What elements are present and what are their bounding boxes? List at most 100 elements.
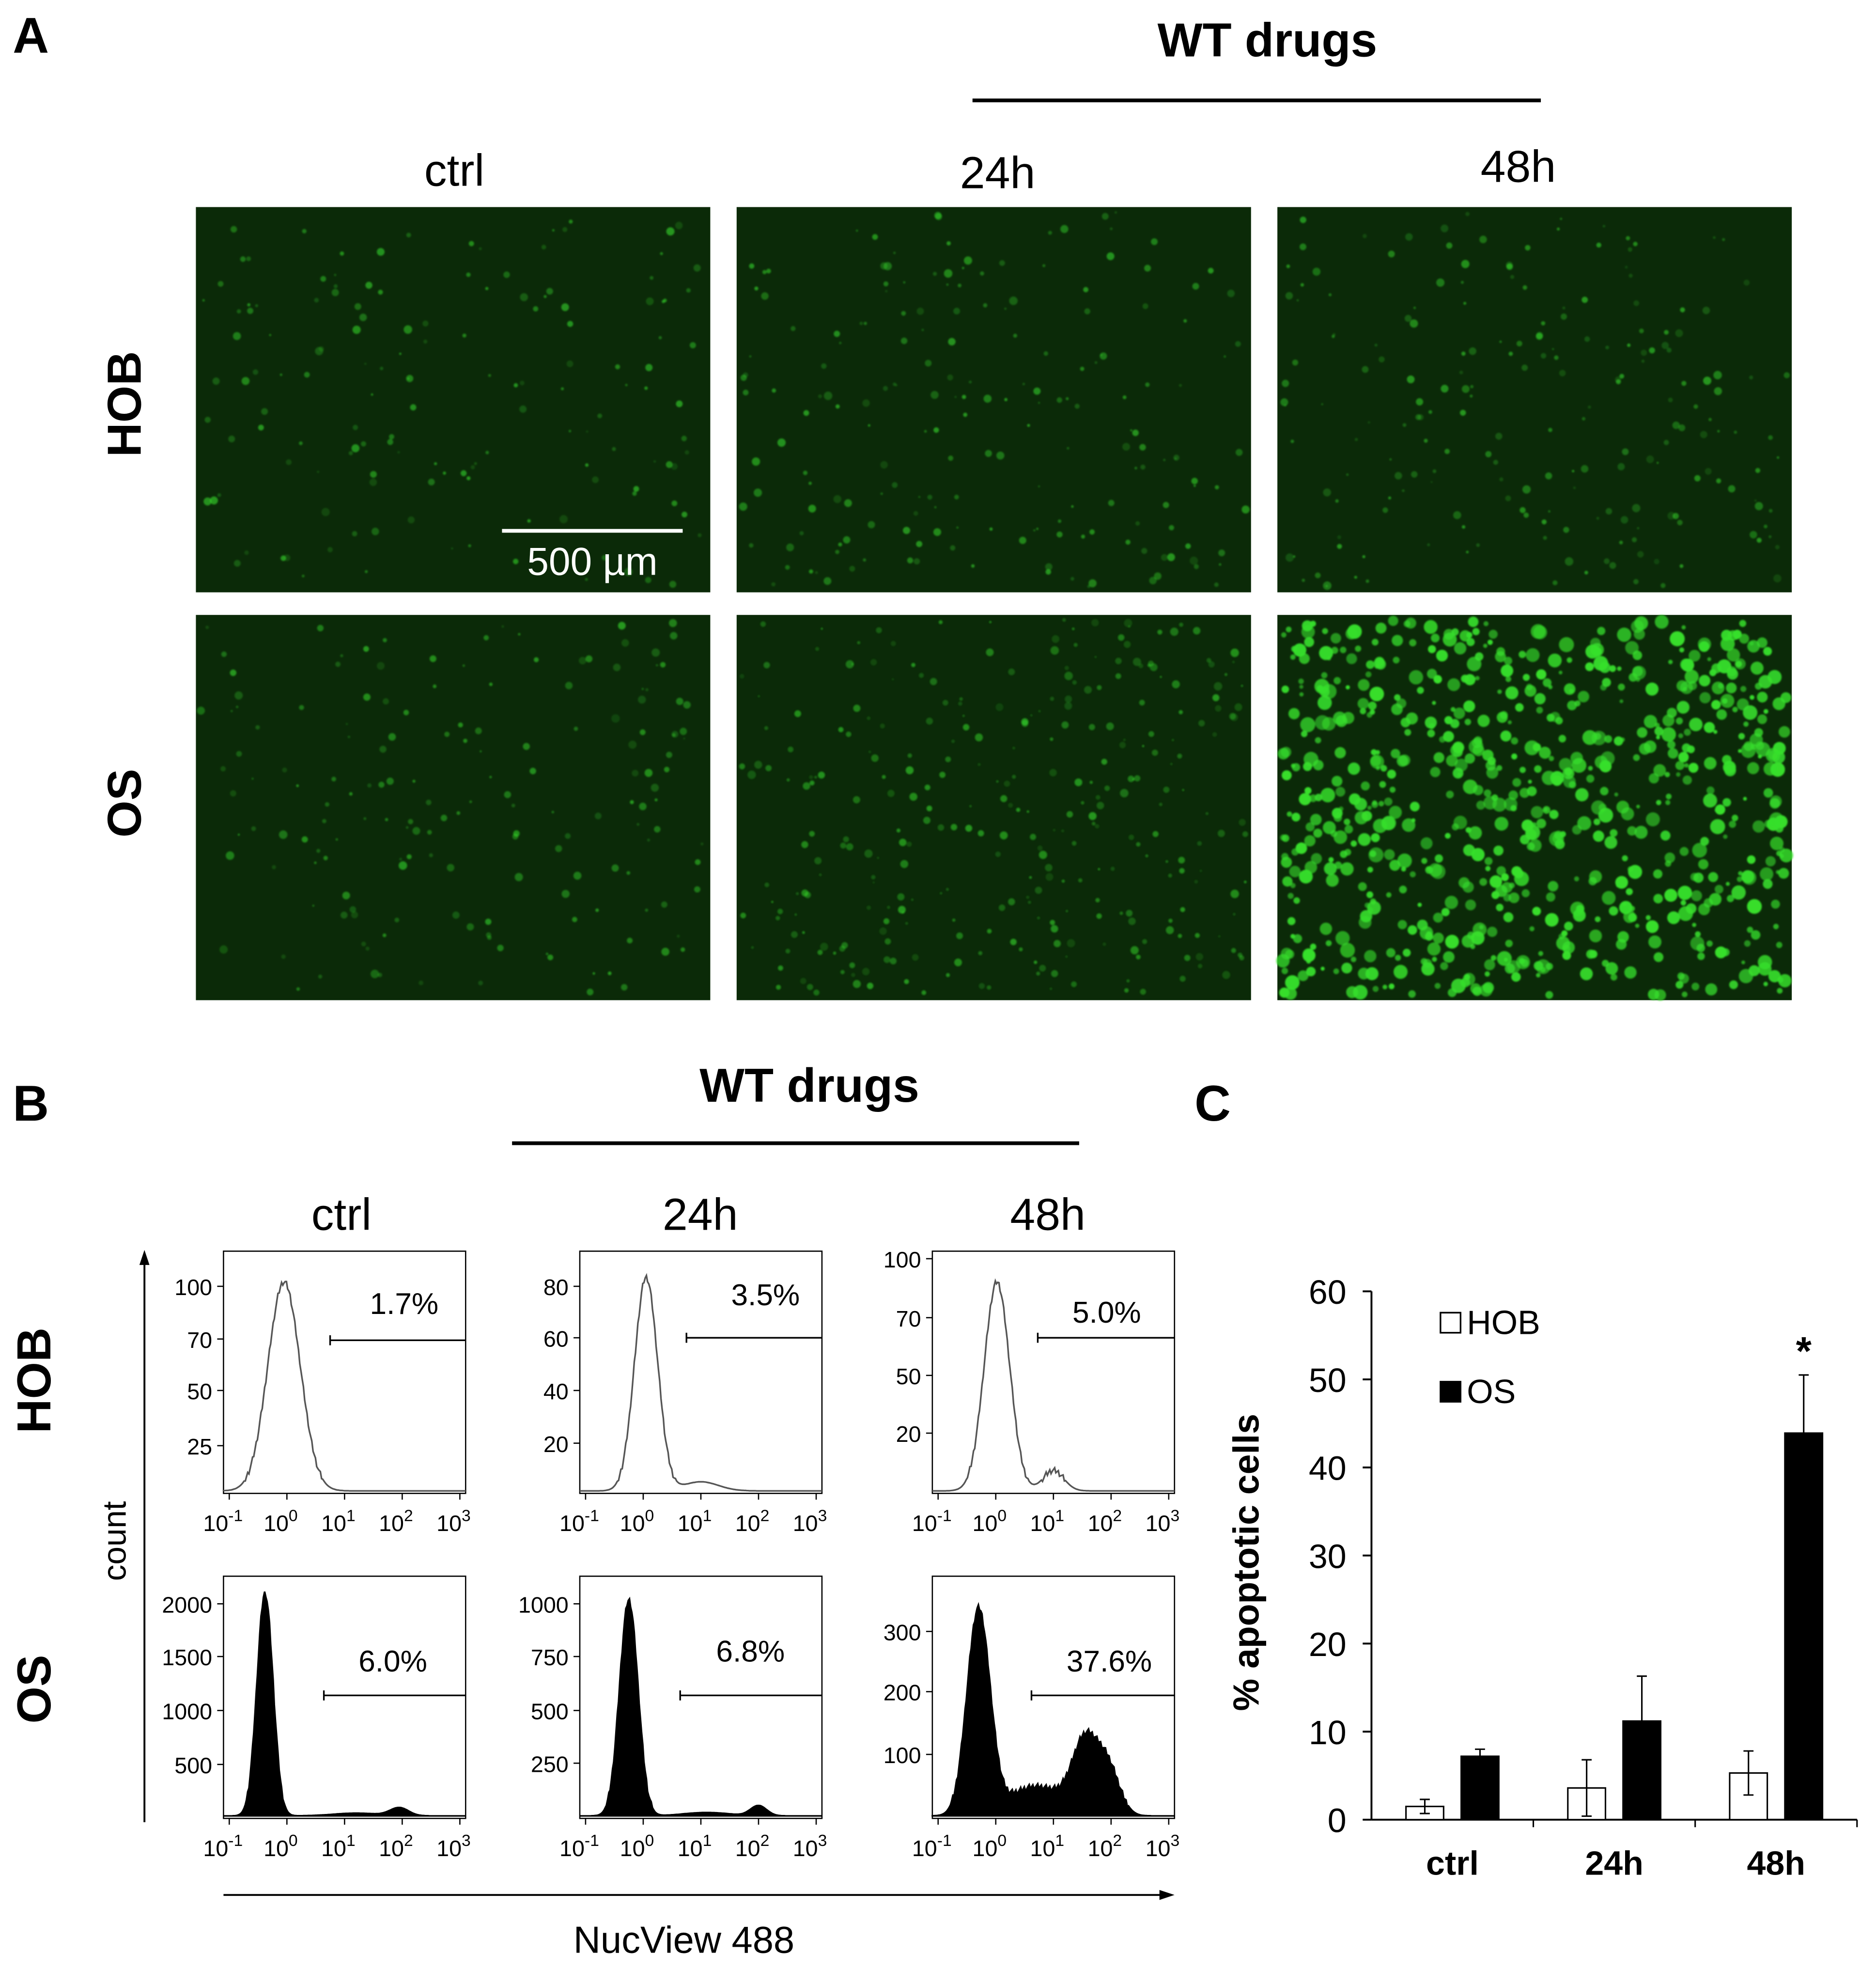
cell-dot — [1354, 811, 1368, 825]
cell-dot — [1754, 499, 1757, 502]
cell-dot — [963, 412, 968, 417]
cell-dot — [1747, 855, 1756, 864]
cell-dot — [1045, 563, 1053, 571]
cell-dot — [406, 854, 412, 859]
cell-dot — [1567, 700, 1577, 711]
cell-dot — [1525, 245, 1531, 251]
cell-dot — [872, 881, 875, 884]
micrograph-cells — [739, 618, 1248, 996]
cell-dot — [1542, 678, 1552, 688]
cell-dot — [551, 811, 554, 813]
x-tick-base: 10 — [321, 1836, 346, 1861]
cell-dot — [658, 336, 662, 340]
micrograph-background — [736, 207, 1251, 593]
cell-dot — [578, 656, 587, 665]
cell-dot — [870, 659, 877, 666]
cell-dot — [1740, 686, 1747, 692]
cell-dot — [1751, 930, 1761, 940]
cell-dot — [1285, 975, 1300, 990]
cell-dot — [1064, 666, 1069, 671]
cell-dot — [512, 833, 519, 840]
cell-dot — [1585, 662, 1594, 672]
x-tick-base: 10 — [436, 1836, 462, 1861]
cell-dot — [1071, 627, 1075, 630]
cell-dot — [1340, 943, 1355, 958]
cell-dot — [1728, 485, 1736, 493]
cell-dot — [986, 985, 992, 990]
cell-dot — [1720, 694, 1735, 708]
cell-dot — [1738, 749, 1742, 753]
cell-dot — [1763, 762, 1777, 776]
x-tick-exponent: 0 — [997, 1507, 1007, 1525]
cell-dot — [1684, 670, 1699, 684]
cell-dot — [1122, 395, 1127, 399]
cell-dot — [1325, 940, 1332, 946]
cell-dot — [1141, 547, 1147, 554]
cell-dot — [352, 531, 357, 537]
gate-percent: 3.5% — [731, 1279, 800, 1312]
cell-dot — [1199, 869, 1202, 872]
cell-dot — [1004, 781, 1010, 787]
cell-dot — [1190, 556, 1198, 565]
cell-dot — [963, 256, 972, 265]
panel-b-label: B — [13, 1075, 49, 1131]
cell-dot — [1546, 714, 1555, 722]
cell-dot — [1610, 829, 1618, 837]
cell-dot — [1208, 267, 1214, 274]
cell-dot — [1296, 299, 1299, 302]
cell-dot — [1230, 648, 1239, 657]
cell-dot — [808, 569, 813, 574]
x-tick-base: 10 — [973, 1511, 998, 1536]
cell-dot — [1561, 313, 1567, 320]
cell-dot — [236, 309, 241, 314]
cell-dot — [975, 733, 983, 742]
cell-dot — [669, 632, 678, 640]
cell-dot — [786, 543, 794, 551]
cell-dot — [887, 906, 890, 909]
cell-dot — [868, 750, 871, 753]
cell-dot — [1760, 867, 1774, 881]
cell-dot — [1008, 668, 1015, 675]
cell-dot — [1452, 741, 1464, 753]
cell-dot — [1549, 810, 1559, 819]
cell-dot — [487, 935, 492, 940]
cell-dot — [1729, 820, 1736, 828]
cell-dot — [1071, 981, 1077, 987]
cell-dot — [1358, 882, 1367, 891]
cell-dot — [1197, 964, 1203, 969]
cell-dot — [456, 811, 461, 815]
cell-dot — [483, 635, 489, 641]
cell-dot — [996, 451, 1005, 460]
cell-dot — [1556, 227, 1560, 231]
cell-dot — [565, 682, 573, 689]
cell-dot — [1034, 960, 1038, 964]
cell-dot — [325, 802, 330, 807]
cell-dot — [1027, 900, 1031, 904]
cell-dot — [671, 731, 679, 738]
x-tick-label: 10-1 — [203, 1832, 243, 1861]
cell-dot — [1496, 647, 1505, 656]
cell-dot — [1157, 629, 1163, 635]
cell-dot — [1361, 781, 1370, 791]
x-tick-exponent: 3 — [818, 1507, 827, 1525]
cell-dot — [320, 276, 326, 282]
cell-dot — [255, 725, 260, 730]
cell-dot — [1773, 574, 1782, 583]
cell-dot — [1050, 696, 1054, 701]
cell-dot — [547, 954, 554, 961]
x-tick-exponent: 0 — [645, 1507, 654, 1525]
x-tick-exponent: 3 — [462, 1832, 471, 1850]
cell-dot — [312, 905, 314, 907]
x-tick-exponent: -1 — [585, 1507, 599, 1525]
cell-dot — [620, 984, 628, 991]
cell-dot — [1717, 430, 1720, 433]
cell-dot — [335, 838, 338, 841]
cell-dot — [1769, 795, 1782, 808]
cell-dot — [1348, 762, 1360, 775]
cell-dot — [1522, 285, 1527, 290]
cell-dot — [961, 394, 966, 399]
cell-dot — [983, 303, 988, 308]
cell-dot — [1309, 794, 1317, 802]
cell-dot — [1402, 949, 1411, 957]
cell-dot — [800, 978, 806, 984]
